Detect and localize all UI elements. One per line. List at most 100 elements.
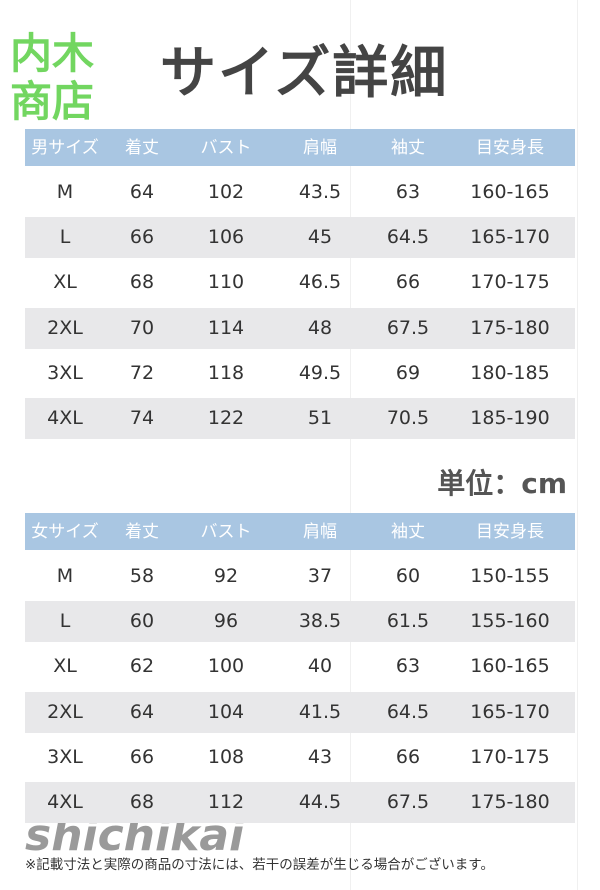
table-cell: 48 — [307, 316, 333, 339]
table-cell: M — [56, 565, 74, 587]
table-cell: 40 — [307, 655, 333, 678]
row-band — [25, 782, 575, 823]
footnote: ※記載寸法と実際の商品の寸法には、若干の誤差が生じる場合がございます。 — [25, 857, 494, 873]
table-cell: 2XL — [47, 316, 83, 339]
table-cell: 66 — [395, 271, 421, 294]
table-cell: 67.5 — [386, 791, 430, 813]
table-cell: 66 — [129, 226, 155, 249]
table-cell: 64.5 — [386, 226, 430, 249]
table-cell: 155-160 — [470, 610, 550, 633]
table-cell: 160-165 — [470, 181, 550, 203]
row-band — [25, 691, 575, 733]
table-cell: 43.5 — [298, 181, 342, 203]
table-cell: 38.5 — [298, 610, 342, 633]
table-cell: 68 — [129, 791, 155, 813]
table-cell: 68 — [129, 271, 155, 294]
header-cell: 目安身長 — [476, 138, 544, 158]
table-cell: 51 — [307, 407, 333, 429]
header-cell: 袖丈 — [391, 138, 425, 158]
table-cell: L — [59, 226, 71, 249]
table-cell: 43 — [307, 745, 333, 768]
table-cell: 170-175 — [470, 271, 550, 294]
table-cell: 45 — [307, 226, 333, 249]
table-cell: 66 — [395, 745, 421, 768]
table-cell: 67.5 — [386, 316, 430, 339]
table-cell: 60 — [395, 565, 421, 587]
table-cell: 4XL — [47, 791, 83, 813]
table-cell: 150-155 — [470, 565, 550, 587]
table-cell: 70.5 — [386, 407, 430, 429]
table-cell: 58 — [129, 565, 155, 587]
table-cell: 61.5 — [386, 610, 430, 633]
table-cell: 4XL — [47, 407, 83, 429]
table-cell: 180-185 — [470, 361, 550, 384]
table-cell: 64.5 — [386, 700, 430, 723]
table-header — [25, 129, 575, 166]
logo-line: 内木 — [10, 29, 95, 78]
table-cell: 41.5 — [298, 700, 342, 723]
table-cell: 122 — [207, 407, 245, 429]
table-cell: 72 — [129, 361, 155, 384]
table-cell: 108 — [207, 745, 245, 768]
table-cell: 69 — [395, 361, 421, 384]
table-cell: 74 — [129, 407, 155, 429]
header-cell: バスト — [200, 522, 252, 542]
table-cell: 62 — [129, 655, 155, 678]
guide-line — [577, 0, 578, 890]
row-band — [25, 398, 575, 439]
table-cell: M — [56, 181, 74, 203]
table-cell: 170-175 — [470, 745, 550, 768]
table-cell: 2XL — [47, 700, 83, 723]
header-cell: バスト — [200, 138, 252, 158]
table-cell: 49.5 — [298, 361, 342, 384]
header-cell: 着丈 — [125, 522, 159, 542]
table-cell: 3XL — [47, 361, 83, 384]
table-cell: 63 — [395, 181, 421, 203]
table-cell: 64 — [129, 181, 155, 203]
table-cell: 106 — [207, 226, 245, 249]
table-cell: 104 — [207, 700, 245, 723]
table-cell: 60 — [129, 610, 155, 633]
table-cell: XL — [53, 655, 77, 678]
table-cell: 175-180 — [470, 791, 550, 813]
logo: 内木 商店 — [10, 30, 94, 126]
row-band — [25, 601, 575, 643]
unit: 単位：cm — [437, 467, 567, 500]
header-cell: 肩幅 — [303, 522, 337, 542]
table-cell: 110 — [207, 271, 245, 294]
table-cell: L — [59, 610, 71, 633]
row-band — [25, 217, 575, 259]
header-cell: 男サイズ — [31, 138, 99, 158]
table-cell: 66 — [129, 745, 155, 768]
header-cell: 目安身長 — [476, 522, 544, 542]
header-cell: 袖丈 — [391, 522, 425, 542]
table-cell: 118 — [207, 361, 245, 384]
table-cell: 165-170 — [470, 226, 550, 249]
logo-line: 商店 — [10, 77, 95, 126]
table-cell: XL — [53, 271, 77, 294]
table-cell: 64 — [129, 700, 155, 723]
table-cell: 46.5 — [298, 271, 342, 294]
table-cell: 37 — [307, 565, 333, 587]
table-cell: 112 — [207, 791, 245, 813]
row-band — [25, 307, 575, 349]
table-cell: 185-190 — [470, 407, 550, 429]
table-cell: 102 — [207, 181, 245, 203]
table-cell: 44.5 — [298, 791, 342, 813]
table-header — [25, 513, 575, 550]
table-cell: 175-180 — [470, 316, 550, 339]
header-cell: 肩幅 — [303, 138, 337, 158]
header-cell: 女サイズ — [31, 522, 99, 542]
table-cell: 70 — [129, 316, 155, 339]
table-cell: 3XL — [47, 745, 83, 768]
table-cell: 160-165 — [470, 655, 550, 678]
table-cell: 92 — [213, 565, 239, 587]
table-cell: 100 — [207, 655, 245, 678]
table-cell: 96 — [213, 610, 239, 633]
table-cell: 165-170 — [470, 700, 550, 723]
guide-line — [350, 0, 351, 890]
table-cell: 63 — [395, 655, 421, 678]
table-cell: 114 — [207, 316, 245, 339]
title: サイズ詳細 — [160, 41, 449, 106]
